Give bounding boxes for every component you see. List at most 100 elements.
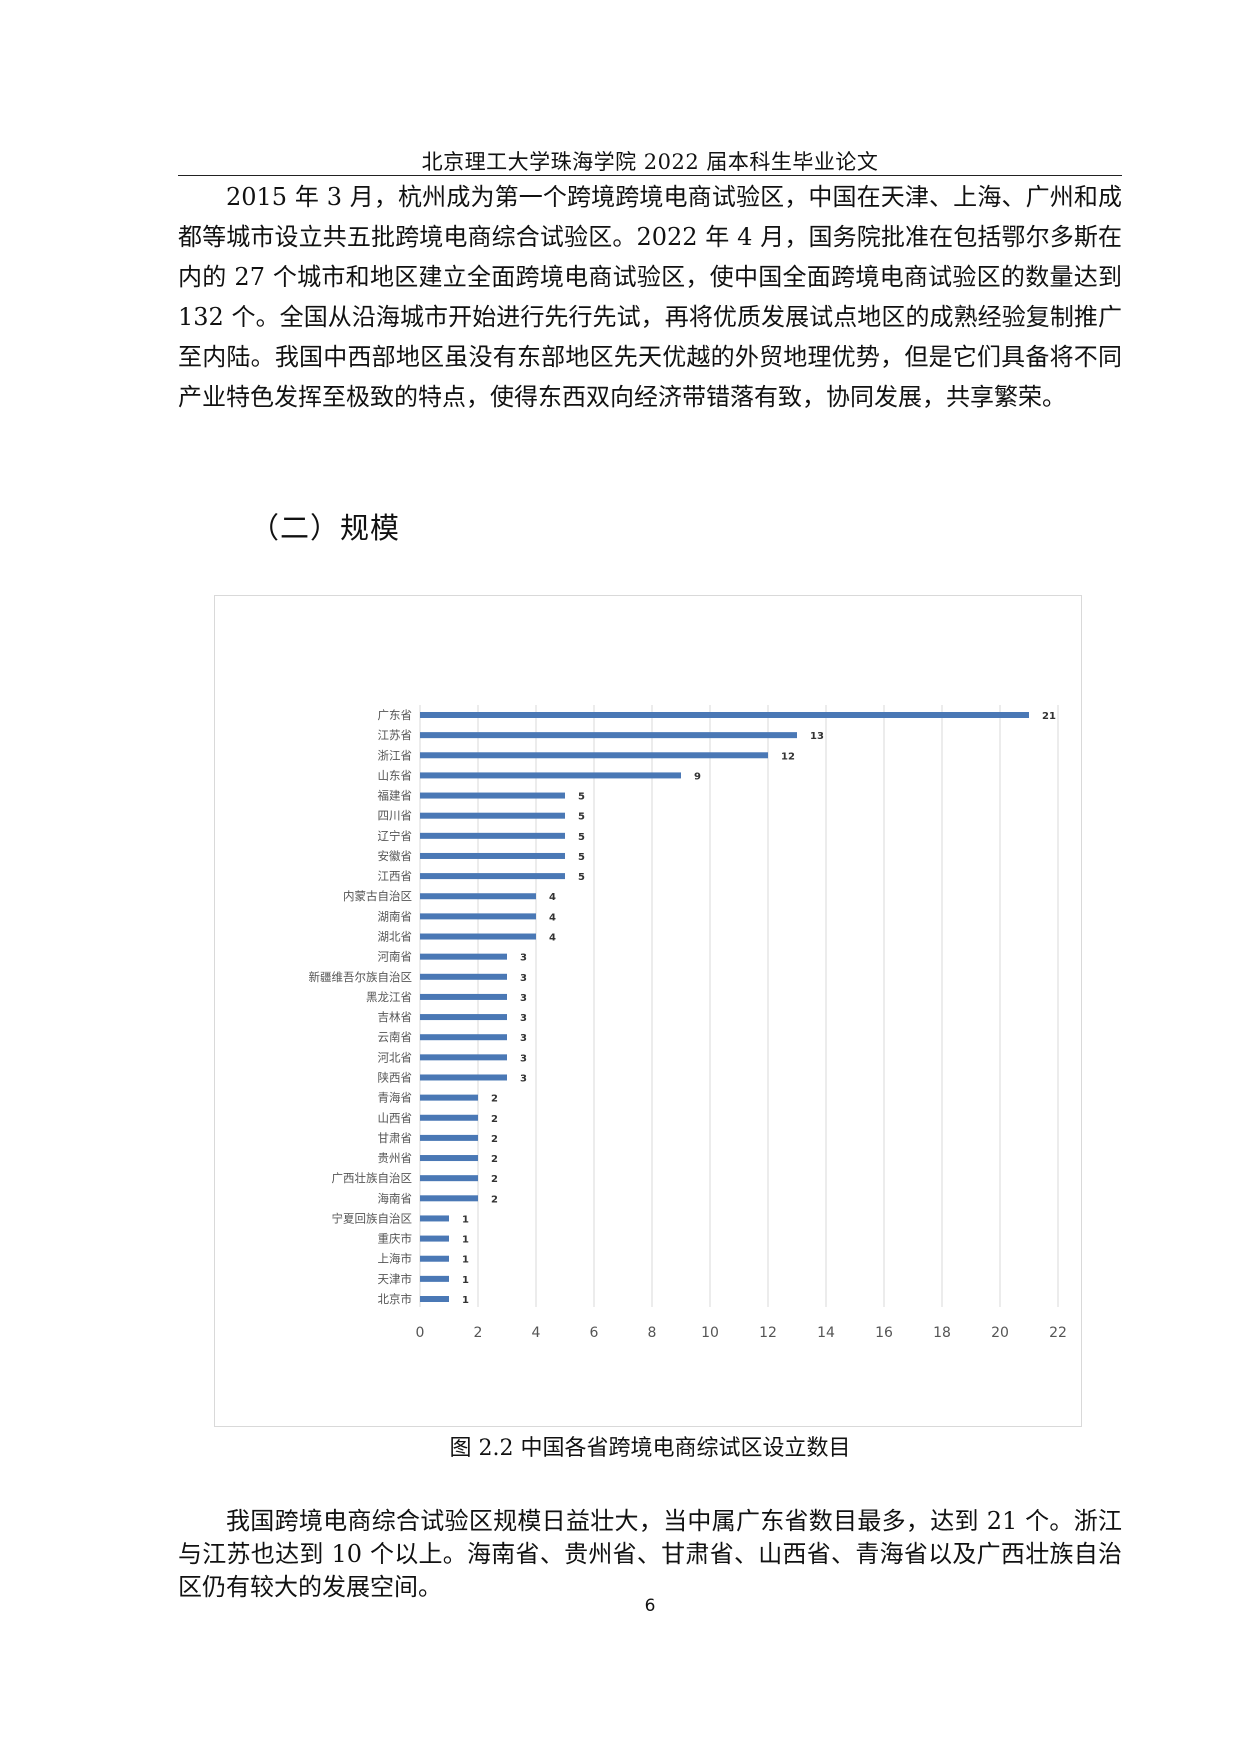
bar bbox=[420, 1255, 449, 1262]
bar bbox=[420, 873, 565, 880]
category-label: 青海省 bbox=[378, 1091, 413, 1105]
x-tick-label: 20 bbox=[991, 1325, 1009, 1341]
data-label: 5 bbox=[578, 812, 585, 823]
data-label: 5 bbox=[578, 832, 585, 843]
data-label: 1 bbox=[462, 1275, 469, 1286]
x-tick-label: 6 bbox=[590, 1325, 599, 1341]
bar bbox=[420, 772, 681, 779]
category-label: 江苏省 bbox=[378, 728, 413, 742]
running-header: 北京理工大学珠海学院 2022 届本科生毕业论文 bbox=[421, 150, 879, 174]
category-label: 海南省 bbox=[378, 1191, 413, 1205]
page-number: 6 bbox=[644, 1596, 656, 1616]
data-label: 9 bbox=[694, 771, 701, 782]
bar bbox=[420, 1155, 478, 1162]
bar bbox=[420, 1074, 507, 1081]
bar bbox=[420, 732, 797, 739]
category-label: 天津市 bbox=[378, 1272, 413, 1286]
category-label: 四川省 bbox=[378, 809, 413, 823]
category-label: 江西省 bbox=[378, 869, 413, 883]
x-tick-label: 22 bbox=[1049, 1325, 1067, 1341]
category-label: 广东省 bbox=[378, 708, 413, 722]
category-label: 河南省 bbox=[378, 950, 413, 964]
figure-frame: 0 2 4 6 8 10 12 14 16 18 20 22 广东省 21 江苏省 13 浙江省 12 山东省 9 福建… bbox=[214, 595, 1082, 1427]
category-label: 吉林省 bbox=[378, 1010, 413, 1024]
data-label: 3 bbox=[520, 1033, 527, 1044]
category-label: 宁夏回族自治区 bbox=[332, 1211, 413, 1225]
data-label: 4 bbox=[549, 892, 556, 903]
category-label: 甘肃省 bbox=[378, 1131, 413, 1145]
x-tick-label: 12 bbox=[759, 1325, 777, 1341]
bar bbox=[420, 1175, 478, 1182]
bar bbox=[420, 1034, 507, 1041]
bar bbox=[420, 752, 768, 759]
category-label: 黑龙江省 bbox=[366, 990, 412, 1004]
header-rule bbox=[178, 175, 1122, 176]
bar bbox=[420, 1275, 449, 1282]
bar bbox=[420, 1054, 507, 1061]
data-label: 5 bbox=[578, 792, 585, 803]
x-tick-label: 18 bbox=[933, 1325, 951, 1341]
data-label: 2 bbox=[491, 1174, 498, 1185]
body-paragraph-2: 我国跨境电商综合试验区规模日益壮大，当中属广东省数目最多，达到 21 个。浙江与… bbox=[178, 1507, 1122, 1601]
bar bbox=[420, 913, 536, 920]
bar bbox=[420, 792, 565, 799]
bar bbox=[420, 1235, 449, 1242]
category-label: 浙江省 bbox=[378, 748, 413, 762]
data-label: 1 bbox=[462, 1214, 469, 1225]
category-label: 福建省 bbox=[378, 789, 413, 803]
data-label: 2 bbox=[491, 1094, 498, 1105]
data-label: 1 bbox=[462, 1255, 469, 1266]
data-label: 4 bbox=[549, 912, 556, 923]
data-label: 1 bbox=[462, 1295, 469, 1306]
data-label: 3 bbox=[520, 1013, 527, 1024]
category-label: 贵州省 bbox=[378, 1151, 413, 1165]
category-label: 云南省 bbox=[378, 1030, 413, 1044]
category-label: 湖北省 bbox=[378, 930, 413, 944]
category-label: 山西省 bbox=[378, 1111, 413, 1125]
x-tick-label: 10 bbox=[701, 1325, 719, 1341]
category-label: 安徽省 bbox=[378, 849, 413, 863]
body-paragraph-1: 2015 年 3 月，杭州成为第一个跨境跨境电商试验区，中国在天津、上海、广州和… bbox=[178, 183, 1122, 411]
category-label: 辽宁省 bbox=[378, 829, 413, 843]
bar bbox=[420, 1134, 478, 1141]
bar bbox=[420, 893, 536, 900]
category-label: 新疆维吾尔族自治区 bbox=[309, 970, 413, 984]
bar bbox=[420, 1094, 478, 1101]
x-tick-label: 14 bbox=[817, 1325, 835, 1341]
data-label: 3 bbox=[520, 1073, 527, 1084]
section-heading: （二）规模 bbox=[250, 511, 401, 545]
bar bbox=[420, 1215, 449, 1222]
x-tick-label: 16 bbox=[875, 1325, 893, 1341]
category-label: 湖南省 bbox=[378, 909, 413, 923]
data-label: 3 bbox=[520, 1053, 527, 1064]
data-label: 1 bbox=[462, 1235, 469, 1246]
category-label: 上海市 bbox=[378, 1252, 413, 1266]
x-tick-label: 8 bbox=[648, 1325, 657, 1341]
category-label: 重庆市 bbox=[378, 1232, 413, 1246]
data-label: 2 bbox=[491, 1134, 498, 1145]
bar bbox=[420, 973, 507, 980]
x-tick-label: 4 bbox=[532, 1325, 541, 1341]
bar bbox=[420, 933, 536, 940]
category-label: 内蒙古自治区 bbox=[343, 889, 412, 903]
category-label: 山东省 bbox=[378, 768, 413, 782]
data-label: 2 bbox=[491, 1194, 498, 1205]
figure-caption: 图 2.2 中国各省跨境电商综试区设立数目 bbox=[449, 1436, 851, 1461]
category-label: 广西壮族自治区 bbox=[332, 1171, 413, 1185]
bar bbox=[420, 832, 565, 839]
data-label: 2 bbox=[491, 1114, 498, 1125]
data-label: 13 bbox=[810, 731, 824, 742]
category-label: 北京市 bbox=[378, 1292, 413, 1306]
bar bbox=[420, 1114, 478, 1121]
data-label: 12 bbox=[781, 751, 795, 762]
bar bbox=[420, 852, 565, 859]
bar bbox=[420, 812, 565, 819]
data-label: 3 bbox=[520, 993, 527, 1004]
x-tick-label: 0 bbox=[416, 1325, 425, 1341]
bar bbox=[420, 712, 1029, 718]
data-label: 3 bbox=[520, 973, 527, 984]
bar bbox=[420, 953, 507, 960]
bar bbox=[420, 1296, 449, 1302]
data-label: 21 bbox=[1042, 711, 1056, 722]
